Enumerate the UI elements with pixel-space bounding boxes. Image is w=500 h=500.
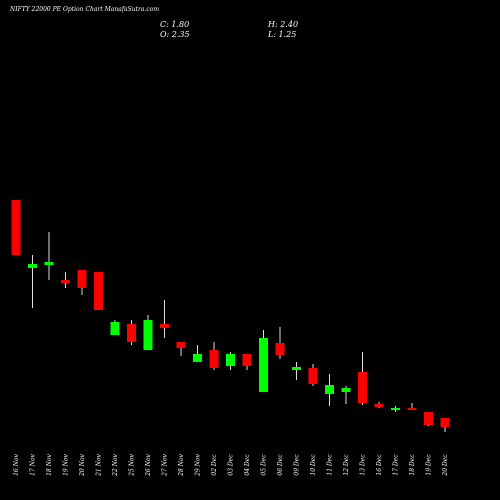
candle-body [110, 322, 120, 335]
candle [11, 200, 21, 255]
x-tick-label: 22 Nov [112, 453, 119, 476]
candle-body [259, 338, 268, 392]
x-tick-label: 26 Nov [145, 453, 152, 476]
x-tick-label: 21 Nov [96, 453, 103, 476]
candle [358, 352, 367, 405]
x-tick-label: 19 Nov [63, 453, 70, 475]
candle-body [176, 342, 186, 348]
close-value: C: 1.80 [160, 20, 190, 29]
candle-body [391, 408, 400, 410]
candle-body [226, 354, 235, 366]
x-tick-label: 05 Dec [261, 454, 268, 476]
x-tick-label: 04 Dec [244, 454, 251, 476]
x-tick-label: 18 Nov [46, 453, 53, 475]
candle-body [77, 270, 87, 288]
x-tick-label: 27 Nov [162, 453, 169, 476]
candle-body [292, 367, 301, 370]
candle-body [325, 385, 334, 394]
x-tick-label: 18 Dec [409, 454, 416, 476]
candle [127, 320, 136, 345]
x-tick-label: 09 Dec [294, 454, 301, 476]
candle [374, 402, 384, 408]
candle-body [209, 350, 219, 368]
candle-body [28, 264, 37, 268]
candle [209, 342, 219, 370]
x-tick-label: 10 Dec [310, 454, 317, 476]
candle-body [11, 200, 21, 255]
x-tick-label: 25 Nov [129, 453, 136, 476]
candle [259, 330, 268, 392]
open-value: O: 2.35 [160, 30, 190, 39]
x-tick-label: 17 Nov [30, 453, 37, 475]
x-tick-label: 19 Dec [426, 454, 433, 476]
candle [341, 386, 351, 404]
candle-body [160, 324, 169, 328]
low-value: L: 1.25 [268, 30, 297, 39]
candles [11, 200, 450, 432]
candle-body [143, 320, 153, 350]
candle [193, 345, 202, 362]
candle-body [275, 343, 285, 355]
candle-body [127, 324, 136, 342]
x-axis-labels: 16 Nov 17 Nov 18 Nov 19 Nov 20 Nov 21 Nov 22 N… [13, 453, 449, 476]
candle-body [242, 354, 252, 366]
candle [226, 352, 235, 370]
candle [292, 362, 301, 380]
candle [424, 412, 433, 426]
candle [407, 403, 417, 410]
candle [44, 232, 54, 280]
candle-body [358, 372, 367, 403]
candle [160, 300, 169, 338]
x-tick-label: 11 Dec [327, 454, 334, 476]
x-tick-label: 29 Nov [195, 453, 202, 476]
candle-body [308, 368, 318, 384]
x-tick-label: 13 Dec [360, 454, 367, 476]
x-tick-label: 16 Dec [376, 454, 383, 476]
candle [391, 406, 400, 412]
candle [110, 320, 120, 335]
x-tick-label: 17 Dec [393, 454, 400, 476]
x-tick-label: 03 Dec [228, 454, 235, 476]
candle [308, 364, 318, 386]
candle-body [44, 262, 54, 265]
candle [77, 270, 87, 295]
candle [176, 342, 186, 356]
candle-body [374, 404, 384, 407]
chart-title: NIFTY 22000 PE Option Chart ManafaSutra.… [10, 6, 160, 13]
candle-body [94, 272, 103, 310]
x-tick-label: 12 Dec [343, 454, 350, 476]
x-tick-label: 16 Nov [13, 453, 20, 475]
candle-body [193, 354, 202, 362]
x-tick-label: 20 Nov [79, 453, 86, 476]
candle [94, 272, 103, 310]
candle-body [61, 280, 70, 283]
candle [275, 327, 285, 359]
candle-body [341, 388, 351, 392]
x-tick-label: 02 Dec [211, 454, 218, 476]
candle-body [407, 408, 417, 410]
candle-body [440, 418, 450, 427]
x-tick-label: 28 Nov [178, 453, 185, 476]
candle [61, 272, 70, 288]
x-tick-label: 20 Dec [442, 454, 449, 477]
candle [28, 255, 37, 308]
high-value: H: 2.40 [268, 20, 299, 29]
candle [143, 315, 153, 350]
candle [440, 418, 450, 432]
x-tick-label: 06 Dec [277, 454, 284, 476]
candle-body [424, 412, 433, 425]
candle [325, 374, 334, 406]
candle [242, 354, 252, 370]
